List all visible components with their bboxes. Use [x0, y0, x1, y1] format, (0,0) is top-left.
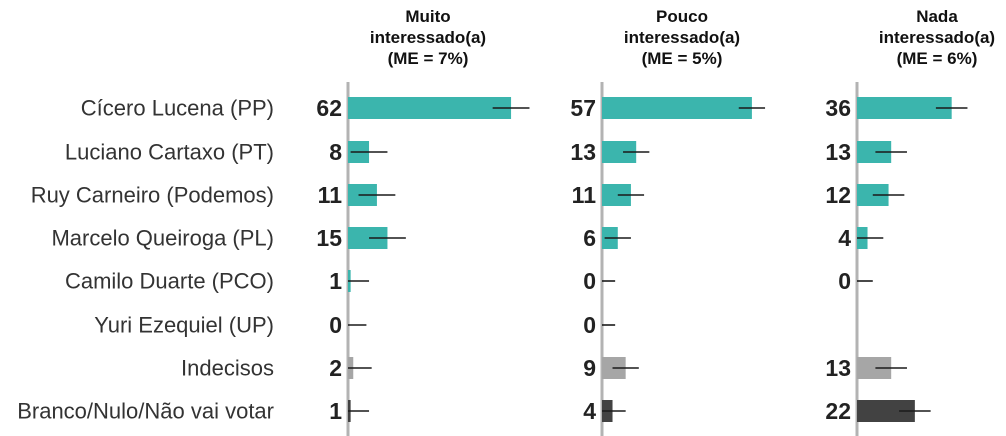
category-label: Ruy Carneiro (Podemos)	[31, 183, 274, 208]
panel-title-line: Pouco	[656, 7, 708, 26]
value-label: 1	[329, 268, 342, 294]
category-label: Cícero Lucena (PP)	[81, 96, 274, 121]
panel-title-line: interessado(a)	[370, 28, 486, 47]
panel-title-line: interessado(a)	[879, 28, 995, 47]
value-label: 11	[572, 182, 597, 208]
bar	[602, 184, 631, 206]
value-label: 9	[583, 355, 596, 381]
panel-title-line: Muito	[405, 7, 450, 26]
value-label: 62	[316, 95, 342, 121]
value-label: 1	[329, 398, 342, 424]
category-label: Indecisos	[181, 356, 274, 381]
value-label: 57	[570, 95, 596, 121]
panel-title-line: (ME = 7%)	[388, 49, 469, 68]
bar	[602, 141, 637, 163]
panel-title-line: (ME = 6%)	[897, 49, 978, 68]
panel-title-line: (ME = 5%)	[642, 49, 723, 68]
value-label: 13	[570, 139, 596, 165]
bar	[857, 400, 915, 422]
value-label: 4	[838, 225, 851, 251]
value-label: 0	[838, 268, 851, 294]
value-label: 2	[329, 355, 342, 381]
value-label: 13	[825, 139, 851, 165]
value-label: 4	[583, 398, 596, 424]
panel-title-line: Nada	[916, 7, 958, 26]
value-label: 0	[583, 268, 596, 294]
value-label: 0	[583, 312, 596, 338]
value-label: 6	[583, 225, 596, 251]
bar	[857, 97, 952, 119]
value-label: 11	[318, 182, 343, 208]
value-label: 0	[329, 312, 342, 338]
bar	[602, 97, 752, 119]
category-label: Branco/Nulo/Não vai votar	[17, 399, 274, 424]
value-label: 22	[825, 398, 851, 424]
value-label: 13	[825, 355, 851, 381]
bar	[857, 141, 892, 163]
bar	[857, 357, 892, 379]
category-label: Luciano Cartaxo (PT)	[65, 140, 274, 165]
category-label: Marcelo Queiroga (PL)	[51, 226, 274, 251]
value-label: 15	[316, 225, 342, 251]
value-label: 36	[825, 95, 851, 121]
category-label: Camilo Duarte (PCO)	[65, 269, 274, 294]
value-label: 8	[329, 139, 342, 165]
value-label: 12	[825, 182, 851, 208]
bar	[348, 227, 388, 249]
bar	[348, 97, 512, 119]
category-label: Yuri Ezequiel (UP)	[94, 313, 274, 338]
panel-title-line: interessado(a)	[624, 28, 740, 47]
